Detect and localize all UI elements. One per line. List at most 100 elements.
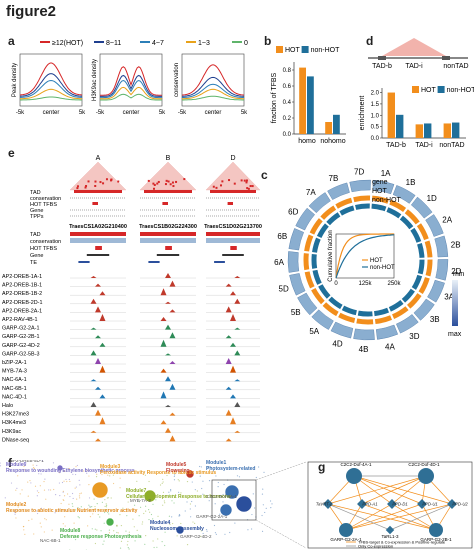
network-dot xyxy=(152,504,153,505)
signal-peak xyxy=(234,350,240,355)
signal-peak xyxy=(91,276,97,278)
nonhot-track xyxy=(420,260,422,274)
hot-track xyxy=(354,198,370,200)
chromosome-label: 4A xyxy=(385,342,395,351)
x-tick-label: homo xyxy=(298,138,316,145)
network-dot xyxy=(180,523,181,524)
nonhot-track xyxy=(419,244,421,258)
chromosome-label: 7D xyxy=(354,167,364,176)
network-dot xyxy=(164,545,165,546)
chromosome-label: 6D xyxy=(288,208,298,217)
legend-swatch xyxy=(438,86,445,93)
network-dot xyxy=(33,533,34,534)
network-dot xyxy=(173,502,174,503)
hic-dot xyxy=(77,185,79,187)
network-dot xyxy=(162,505,163,506)
network-dot xyxy=(72,506,73,507)
network-dot xyxy=(23,529,24,530)
tad-bar xyxy=(144,190,192,193)
track-label: TPPs xyxy=(30,214,44,220)
network-dot xyxy=(162,483,163,484)
network-dot xyxy=(129,532,130,533)
network-dot xyxy=(148,509,149,510)
network-dot xyxy=(142,521,143,522)
network-dot xyxy=(20,493,21,494)
signal-peak xyxy=(226,306,232,312)
chromosome-band xyxy=(288,251,299,272)
network-dot xyxy=(172,523,173,524)
network-dot xyxy=(187,481,188,482)
network-dot xyxy=(69,481,70,482)
hic-dot xyxy=(154,184,156,186)
y-tick-label: 0.0 xyxy=(283,132,292,138)
network-dot xyxy=(104,499,105,500)
network-dot xyxy=(52,530,53,531)
network-dot xyxy=(92,528,93,529)
network-dot xyxy=(31,518,32,519)
chromosome-label: 1B xyxy=(406,178,416,187)
hot-tfbs-mark xyxy=(95,246,102,250)
hic-dot xyxy=(88,180,90,182)
target-node-label: PPD-D1 xyxy=(392,502,407,507)
hic-dot xyxy=(94,181,96,183)
network-dot xyxy=(97,503,98,504)
signal-peak xyxy=(165,405,171,407)
tad-bar xyxy=(206,232,260,236)
profile-xtick: -5k xyxy=(16,110,25,116)
signal-peak xyxy=(99,366,105,373)
zoom-connector xyxy=(256,462,306,480)
chromosome-label: 3B xyxy=(430,315,440,324)
network-dot xyxy=(209,500,210,501)
network-edge xyxy=(346,504,392,530)
network-dot xyxy=(170,489,171,490)
network-dot xyxy=(206,529,207,530)
network-dot xyxy=(157,538,158,539)
gene-model xyxy=(157,254,179,256)
module-terms: Flowering xyxy=(166,468,190,474)
signal-peak xyxy=(91,431,97,433)
network-dot xyxy=(178,492,179,493)
y-tick-label: 1.5 xyxy=(371,102,380,108)
network-dot xyxy=(116,532,117,533)
nonhot-track xyxy=(358,313,372,314)
network-dot xyxy=(50,489,51,490)
network-dot xyxy=(120,547,121,548)
network-dot xyxy=(127,541,128,542)
signal-peak xyxy=(161,369,167,373)
network-dot xyxy=(145,511,146,512)
network-dot xyxy=(139,515,140,516)
network-dot xyxy=(261,515,262,516)
signal-peak xyxy=(226,284,232,287)
profile-line xyxy=(182,65,244,95)
hot-track xyxy=(337,200,352,206)
hic-dot xyxy=(246,179,248,181)
tf-track-label: GARP-G2-5B-3 xyxy=(2,351,39,357)
network-dot xyxy=(5,497,6,498)
chromosome-band xyxy=(327,183,349,200)
network-dot xyxy=(59,495,60,496)
network-dot xyxy=(215,532,216,533)
signal-peak xyxy=(161,340,167,347)
hic-dot xyxy=(172,182,174,184)
signal-peak xyxy=(165,325,171,330)
network-dot xyxy=(201,488,202,489)
hic-dot xyxy=(250,185,252,187)
nonhot-track xyxy=(401,218,411,228)
network-dot xyxy=(171,516,172,517)
network-dot xyxy=(128,547,129,548)
signal-peak xyxy=(91,402,97,407)
tad-bar xyxy=(140,232,196,236)
target-node xyxy=(386,526,394,534)
hic-dot xyxy=(76,187,78,189)
network-dot xyxy=(190,503,191,504)
scale-min: min xyxy=(453,271,464,278)
node-label: GARP-G2-4D-2 xyxy=(180,534,212,539)
signal-peak xyxy=(230,366,236,373)
legend-swatch xyxy=(276,46,283,53)
network-dot xyxy=(11,482,12,483)
network-dot xyxy=(223,484,224,485)
tf-node-label: C2C2-Dof-4A-1 xyxy=(340,462,372,467)
node-label: MYB-7A-3 xyxy=(130,498,151,503)
network-dot xyxy=(162,541,163,542)
network-dot xyxy=(41,526,42,527)
